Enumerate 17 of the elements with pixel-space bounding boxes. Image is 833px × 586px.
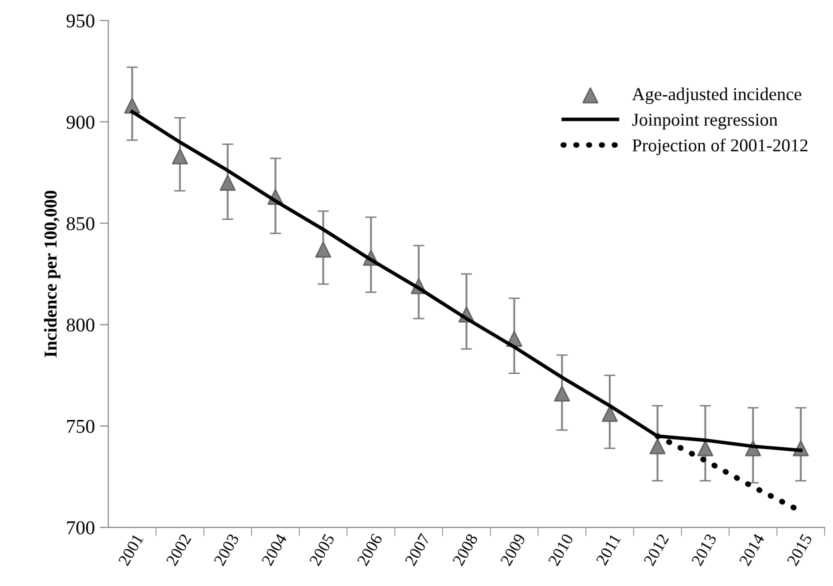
point (220, 174, 236, 191)
point (554, 386, 570, 402)
y-tick-label: 850 (66, 217, 94, 230)
y-tick-label: 750 (67, 420, 94, 433)
y-tick-label: 950 (66, 14, 94, 28)
legend-label: Age-adjusted incidence (632, 88, 802, 104)
y-tick-label: 700 (67, 521, 94, 534)
legend-label: Projection of 2001-2012 (632, 138, 808, 156)
point (650, 438, 666, 454)
point (602, 406, 618, 422)
y-axis-title: Incidence per 100,000 (44, 190, 60, 358)
legend-label: Joinpoint regression (632, 114, 778, 130)
point (315, 242, 332, 258)
point (697, 440, 714, 456)
y-tick-label: 800 (66, 318, 94, 332)
y-tick-label: 900 (66, 116, 94, 129)
point (172, 148, 188, 164)
